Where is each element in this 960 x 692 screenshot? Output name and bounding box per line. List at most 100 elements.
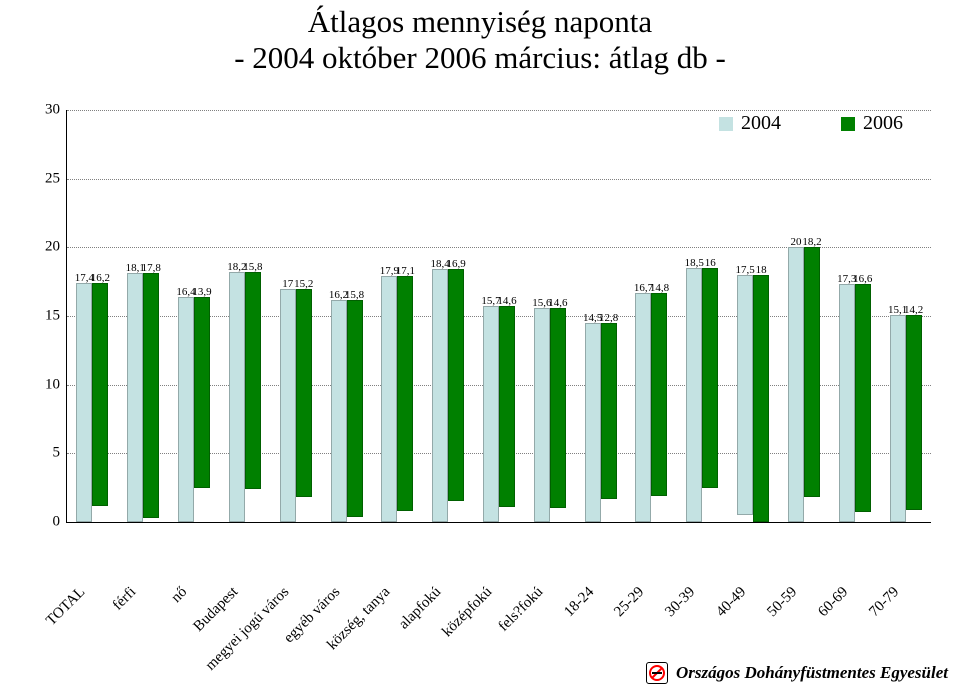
bar-label: 12,8 <box>599 312 618 324</box>
chart-area: 051015202530 2004 2006 17,416,218,117,81… <box>30 110 930 600</box>
bar-2004: 18,5 <box>686 268 702 522</box>
x-tick-label: 40-49 <box>713 584 750 621</box>
grid-line <box>67 179 931 180</box>
bar-2006: 18 <box>753 275 769 522</box>
y-tick-label: 5 <box>53 445 61 462</box>
bar-2006: 18,2 <box>804 247 820 497</box>
bar-2004: 18,1 <box>127 273 143 522</box>
x-tick-label: 30-39 <box>663 584 700 621</box>
bar-group: 18,416,9 <box>424 269 472 522</box>
bar-label: 13,9 <box>192 286 211 298</box>
bar-label: 16,2 <box>91 272 110 284</box>
bar-2004: 17,9 <box>381 276 397 522</box>
bar-2006: 16,2 <box>92 283 108 505</box>
bar-2006: 15,2 <box>296 289 312 498</box>
bar-2004: 17,5 <box>737 275 753 515</box>
plot-area: 2004 2006 17,416,218,117,816,413,918,215… <box>66 110 931 523</box>
bar-label: 14,6 <box>497 295 516 307</box>
bar-group: 2018,2 <box>780 247 828 522</box>
bar-label: 20 <box>790 236 801 248</box>
bar-2004: 15,6 <box>534 308 550 522</box>
legend-item-2006: 2006 <box>841 112 903 135</box>
x-tick-label: TOTAL <box>44 584 90 630</box>
x-tick-label: 50-59 <box>764 584 801 621</box>
bar-2006: 16,6 <box>855 284 871 512</box>
footer-text: Országos Dohányfüstmentes Egyesület <box>676 663 948 683</box>
legend-item-2004: 2004 <box>719 112 781 135</box>
bar-group: 1715,2 <box>272 289 320 522</box>
y-axis: 051015202530 <box>30 110 66 522</box>
x-tick-label: nő <box>168 584 191 607</box>
footer: Országos Dohányfüstmentes Egyesület <box>646 662 948 684</box>
x-tick-label: 60-69 <box>815 584 852 621</box>
y-tick-label: 10 <box>45 376 60 393</box>
bar-label: 17,1 <box>396 265 415 277</box>
bar-label: 18 <box>756 264 767 276</box>
bar-group: 17,416,2 <box>68 283 116 522</box>
legend-swatch-2004 <box>719 117 733 131</box>
bar-group: 16,215,8 <box>323 300 371 522</box>
bar-label: 15,8 <box>243 261 262 273</box>
bar-2006: 13,9 <box>194 297 210 488</box>
bar-2004: 15,7 <box>483 306 499 522</box>
bar-2006: 14,6 <box>499 306 515 507</box>
bar-2004: 17,3 <box>839 284 855 522</box>
legend-swatch-2006 <box>841 117 855 131</box>
bar-group: 15,114,2 <box>882 315 930 522</box>
bar-2004: 18,4 <box>432 269 448 522</box>
y-tick-label: 15 <box>45 308 60 325</box>
bar-label: 14,6 <box>548 297 567 309</box>
x-tick-label: 18-24 <box>561 584 598 621</box>
legend-label-2004: 2004 <box>741 112 781 135</box>
bar-2006: 14,6 <box>550 308 566 509</box>
bar-2006: 17,1 <box>397 276 413 511</box>
bar-group: 18,117,8 <box>119 273 167 522</box>
chart-title: Átlagos mennyiség naponta - 2004 október… <box>0 4 960 76</box>
bar-label: 17,8 <box>142 262 161 274</box>
x-tick-label: 25-29 <box>612 584 649 621</box>
bar-2004: 20 <box>788 247 804 522</box>
bar-2006: 15,8 <box>347 300 363 517</box>
bar-2004: 16,7 <box>635 293 651 522</box>
bar-group: 15,614,6 <box>526 308 574 522</box>
bar-2006: 14,2 <box>906 315 922 510</box>
y-tick-label: 20 <box>45 239 60 256</box>
bar-label: 17 <box>282 278 293 290</box>
bar-label: 16 <box>705 257 716 269</box>
x-tick-label: Budapest <box>190 584 241 635</box>
bar-label: 18,2 <box>802 236 821 248</box>
x-tick-label: férfi <box>110 584 140 614</box>
bar-group: 17,917,1 <box>373 276 421 522</box>
page-root: Átlagos mennyiség naponta - 2004 október… <box>0 0 960 692</box>
bar-group: 14,512,8 <box>577 323 625 522</box>
bar-2004: 18,2 <box>229 272 245 522</box>
bar-group: 18,516 <box>678 268 726 522</box>
grid-line <box>67 110 931 111</box>
bar-label: 16,9 <box>447 258 466 270</box>
bar-label: 14,8 <box>650 282 669 294</box>
y-tick-label: 25 <box>45 170 60 187</box>
x-tick-label: alapfokú <box>396 584 445 633</box>
bar-label: 18,5 <box>685 257 704 269</box>
y-tick-label: 0 <box>53 514 61 531</box>
bar-2006: 14,8 <box>651 293 667 496</box>
bar-2004: 16,2 <box>331 300 347 522</box>
x-tick-label: 70-79 <box>866 584 903 621</box>
bar-label: 15,2 <box>294 278 313 290</box>
bar-2006: 12,8 <box>601 323 617 499</box>
y-tick-label: 30 <box>45 102 60 119</box>
bar-2004: 15,1 <box>890 315 906 522</box>
bar-2006: 16,9 <box>448 269 464 501</box>
bar-label: 16,6 <box>853 273 872 285</box>
bar-group: 17,518 <box>729 275 777 522</box>
bar-2004: 14,5 <box>585 323 601 522</box>
legend-label-2006: 2006 <box>863 112 903 135</box>
bar-group: 17,316,6 <box>831 284 879 522</box>
bar-group: 16,413,9 <box>170 297 218 522</box>
bar-group: 18,215,8 <box>221 272 269 522</box>
bar-label: 14,2 <box>904 304 923 316</box>
bar-2004: 16,4 <box>178 297 194 522</box>
title-line-1: Átlagos mennyiség naponta <box>308 4 652 39</box>
bar-label: 15,8 <box>345 289 364 301</box>
bar-label: 17,5 <box>735 264 754 276</box>
